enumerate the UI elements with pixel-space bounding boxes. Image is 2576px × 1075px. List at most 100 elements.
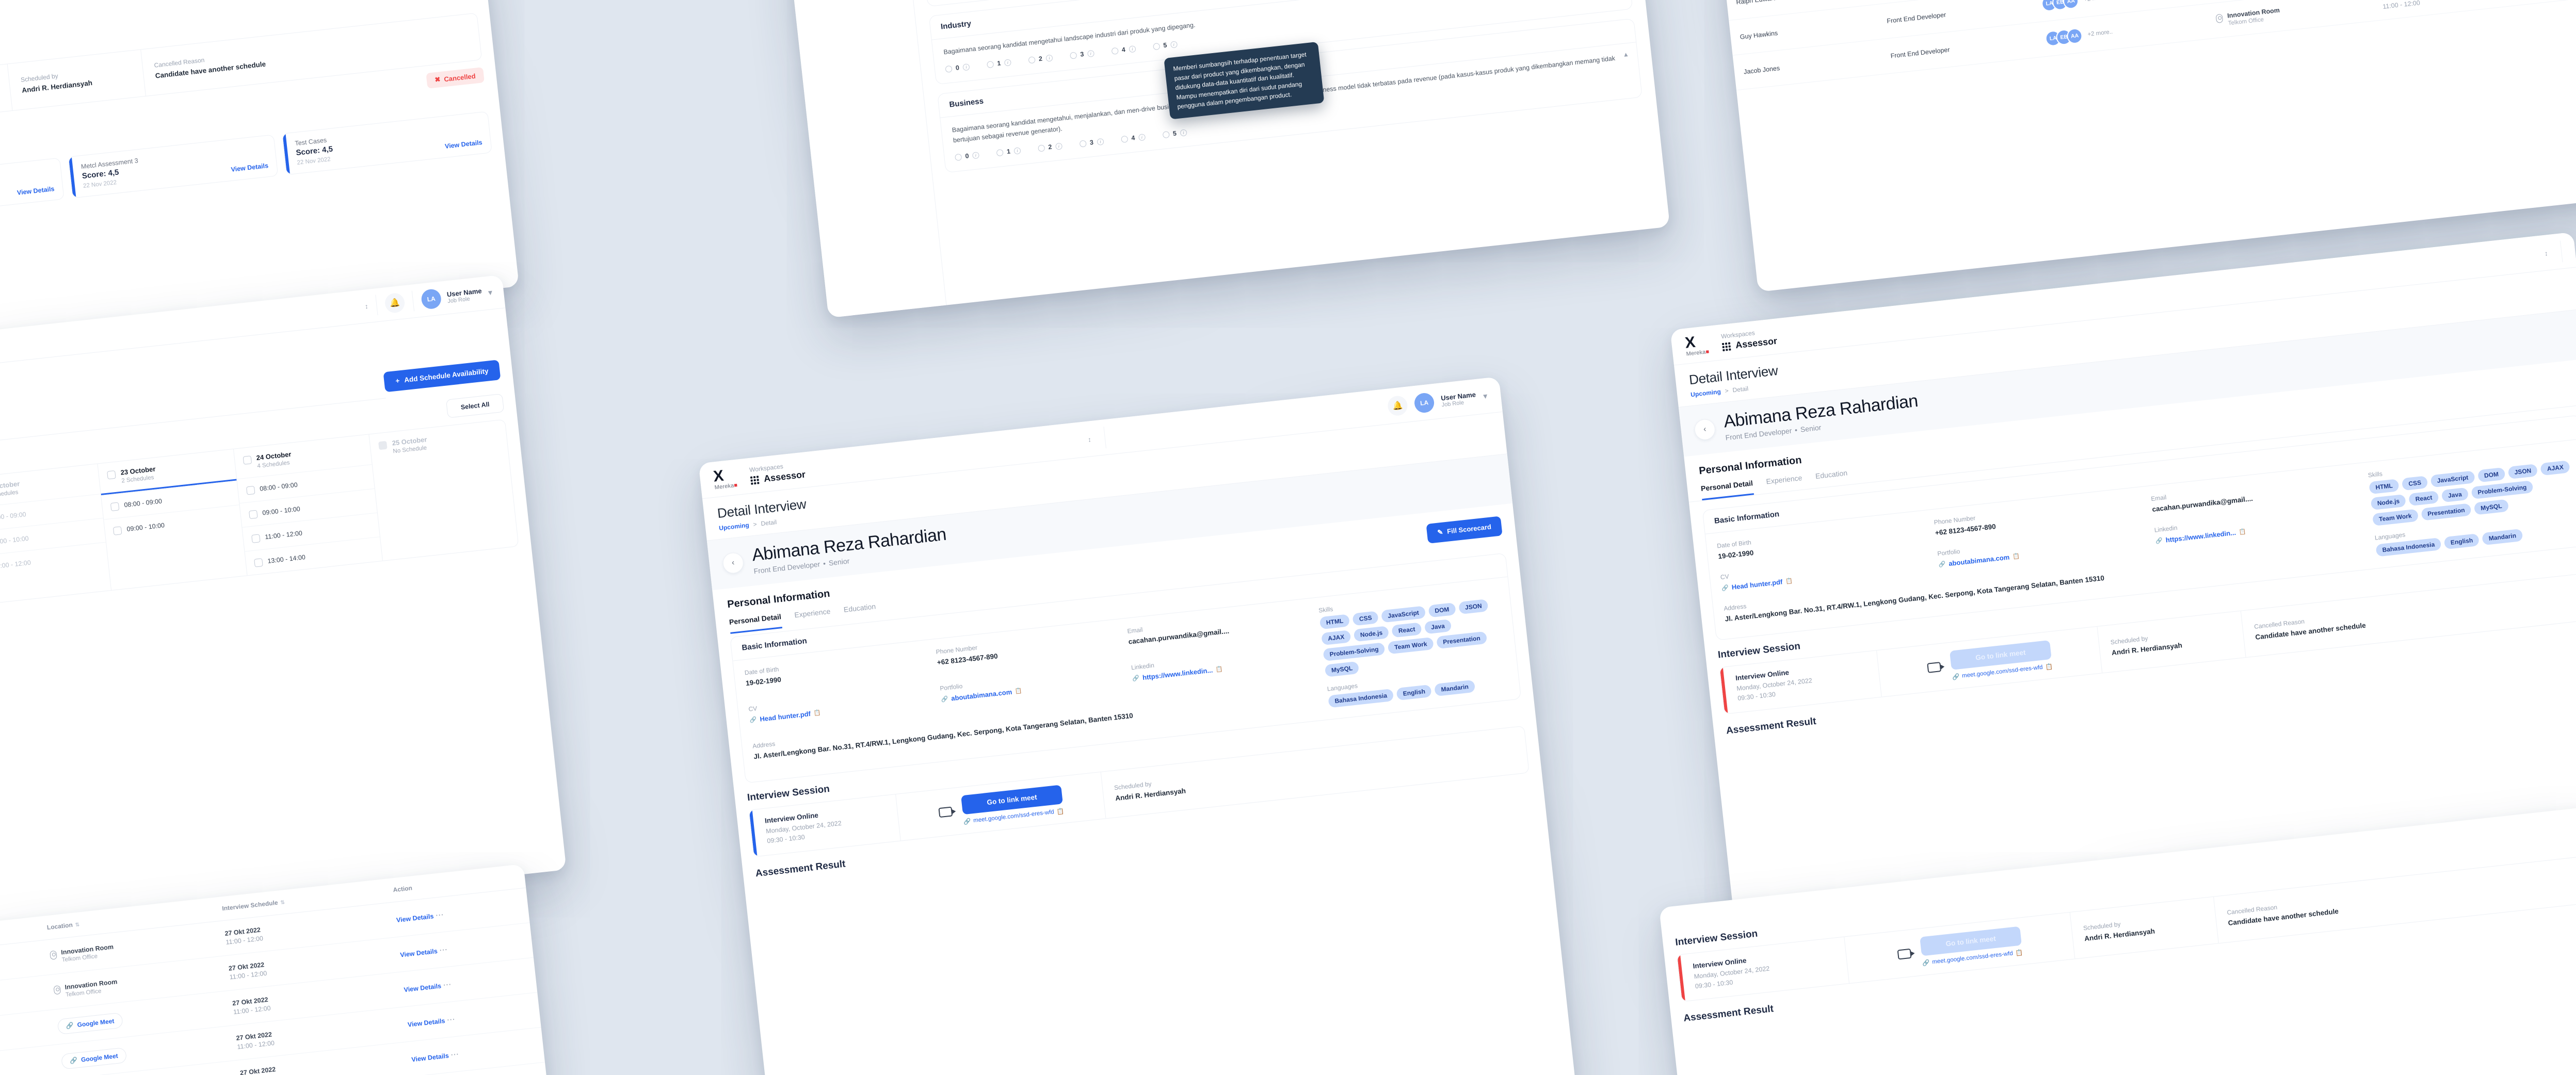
view-details-link[interactable]: View Details <box>399 947 438 959</box>
slot-time: 08:00 - 09:00 <box>0 511 27 523</box>
slot-checkbox[interactable] <box>113 526 122 536</box>
slot-time: 09:00 - 10:00 <box>126 522 165 533</box>
avatar: LA <box>420 288 442 310</box>
divider <box>375 295 378 316</box>
chip: Java <box>2441 487 2469 502</box>
view-details-link[interactable]: View Details <box>396 912 434 924</box>
slot-time: 09:00 - 10:00 <box>0 535 29 546</box>
back-button[interactable]: ‹ <box>1693 418 1716 441</box>
grid-icon <box>750 475 760 485</box>
chip: Mandarin <box>2482 528 2523 545</box>
google-meet-badge[interactable]: 🔗 Google Meet <box>57 1012 123 1035</box>
notification-bell-icon[interactable]: 🔔 <box>384 292 406 314</box>
slot-checkbox[interactable] <box>251 534 261 544</box>
chip: HTML <box>1319 613 1350 629</box>
cancel-icon: ✖ <box>434 75 441 84</box>
chip: English <box>2443 533 2480 549</box>
slot-checkbox[interactable] <box>246 486 255 495</box>
slot-time: 11:00 - 12:00 <box>264 529 303 541</box>
view-details-link[interactable]: View Details <box>411 1052 449 1063</box>
view-details-link[interactable]: View Details <box>444 139 483 150</box>
field-skills: Skills HTML CSS JavaScript DOM JSON AJAX Node.… <box>1318 587 1509 708</box>
brand-logo-icon: X <box>1684 334 1696 352</box>
google-meet-badge[interactable]: 🔗 Google Meet <box>60 1047 127 1070</box>
chevron-updown-icon[interactable]: ↕ <box>364 302 369 311</box>
chip: Problem-Solving <box>2471 480 2534 499</box>
tab-education[interactable]: Education <box>1815 468 1848 480</box>
tab-experience[interactable]: Experience <box>1765 473 1803 486</box>
chevron-up-icon[interactable]: ▲ <box>1622 50 1630 59</box>
notification-bell-icon[interactable]: 🔔 <box>1387 395 1409 417</box>
day-checkbox[interactable] <box>107 470 116 480</box>
slot-checkbox[interactable] <box>253 558 263 568</box>
breadcrumb-upcoming[interactable]: Upcoming <box>1690 387 1721 399</box>
breadcrumb-upcoming[interactable]: Upcoming <box>718 521 750 532</box>
back-button[interactable]: ‹ <box>721 551 745 575</box>
slot-checkbox[interactable] <box>110 502 120 512</box>
plus-icon: + <box>395 377 400 385</box>
avatar-more-count[interactable]: +2 more.. <box>2087 28 2113 38</box>
chip: CSS <box>2402 475 2428 491</box>
tab-education[interactable]: Education <box>843 601 876 614</box>
more-options-icon[interactable]: ⋯ <box>439 944 449 955</box>
detail-interview-card-centre: X Mereka■ Workspaces Assessor ↕ 🔔 LA Use… <box>698 377 1583 1075</box>
fill-scorecard-button[interactable]: ✎ Fill Scorecard <box>1426 516 1503 544</box>
day-schedule-count: 3 Schedules <box>0 489 19 499</box>
view-details-link[interactable]: View Details <box>407 1017 446 1029</box>
link-icon: 🔗 <box>69 1056 78 1065</box>
slot-time: 11:00 - 12:00 <box>0 559 31 571</box>
chip: JSON <box>1458 598 1489 614</box>
view-details-link[interactable]: View Details <box>403 982 442 993</box>
brand-logo-icon: X <box>712 467 724 485</box>
day-checkbox[interactable] <box>378 441 388 450</box>
chip: CSS <box>1352 610 1379 626</box>
view-details-link[interactable]: View Details <box>230 162 269 173</box>
schedule-day-column: 23 October 2 Schedules 08:00 - 09:00 09:00 … <box>98 449 248 591</box>
chevron-down-icon[interactable]: ▾ <box>1483 392 1488 401</box>
chip: JavaScript <box>2430 470 2475 487</box>
chip: Problem-Solving <box>1323 642 1386 661</box>
chip: Presentation <box>2421 503 2472 521</box>
more-options-icon[interactable]: ⋯ <box>442 980 453 990</box>
chip: JSON <box>2507 463 2538 479</box>
chevron-updown-icon[interactable]: ↕ <box>1087 435 1092 444</box>
more-options-icon[interactable]: ⋯ <box>434 910 445 920</box>
tab-experience[interactable]: Experience <box>794 607 831 619</box>
slot-checkbox[interactable] <box>248 510 258 519</box>
chip: AJAX <box>1321 629 1351 645</box>
view-details-link[interactable]: View Details <box>17 185 55 197</box>
chip: Bahasa Indonesia <box>2375 537 2442 557</box>
tab-personal-detail[interactable]: Personal Detail <box>729 612 783 634</box>
chip: English <box>1396 684 1432 701</box>
chevron-updown-icon[interactable]: ↕ <box>2544 249 2549 257</box>
camera-icon <box>1926 662 1941 673</box>
field-skills: Skills HTML CSS JavaScript DOM JSON AJAX Node.… <box>2368 449 2576 557</box>
more-options-icon[interactable]: ⋯ <box>446 1015 457 1025</box>
chip: Presentation <box>1436 631 1487 649</box>
chevron-down-icon[interactable]: ▾ <box>488 288 493 298</box>
location-pin-icon <box>53 985 61 995</box>
chip: Java <box>1424 618 1452 634</box>
more-options-icon[interactable]: ⋯ <box>450 1049 460 1060</box>
workspace-name: Assessor <box>763 469 806 484</box>
select-all-button[interactable]: Select All <box>446 393 505 418</box>
tab-personal-detail[interactable]: Personal Detail <box>1700 479 1754 500</box>
chip: Mandarin <box>1434 679 1475 696</box>
avatar: LA <box>1413 392 1436 414</box>
schedule-day-column: 25 October No Schedule <box>369 420 519 561</box>
day-checkbox[interactable] <box>243 455 252 465</box>
avatar-more-count[interactable]: +2 more.. <box>2084 0 2110 3</box>
